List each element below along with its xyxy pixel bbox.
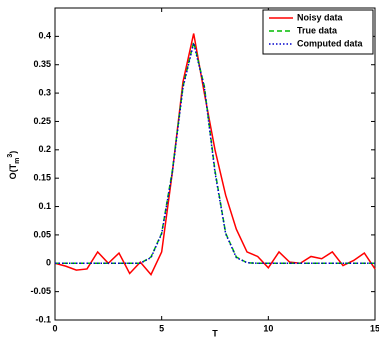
legend-label: True data [297,25,338,35]
y-tick-label: -0.1 [35,314,51,324]
series-line [54,33,376,276]
x-tick-label: 15 [370,323,379,333]
x-tick-label: 5 [159,323,164,333]
x-tick-label: 0 [52,323,57,333]
y-tick-label: 0.2 [38,144,51,154]
legend-label: Computed data [297,38,363,48]
series-line [55,42,375,265]
legend-label: Noisy data [297,12,344,22]
y-label-base: O(T [8,163,18,179]
x-tick-label: 10 [263,323,273,333]
y-tick-label: 0.35 [33,59,51,69]
y-tick-label: 0.15 [33,173,51,183]
y-label-sub: m [14,158,21,164]
x-axis-label: T [212,328,218,338]
y-tick-label: 0.1 [38,201,51,211]
y-tick-label: 0.3 [38,87,51,97]
y-tick-label: 0.25 [33,116,51,126]
y-tick-label: -0.05 [30,286,51,296]
y-label-sup: 3 [7,154,14,158]
y-tick-label: 0.4 [38,31,51,41]
y-tick-label: 0.05 [33,229,51,239]
y-label-end: ) [8,151,18,154]
y-tick-label: 0 [46,258,51,268]
y-axis-label: O(Tm3) [7,151,21,180]
plot-frame [54,7,376,321]
